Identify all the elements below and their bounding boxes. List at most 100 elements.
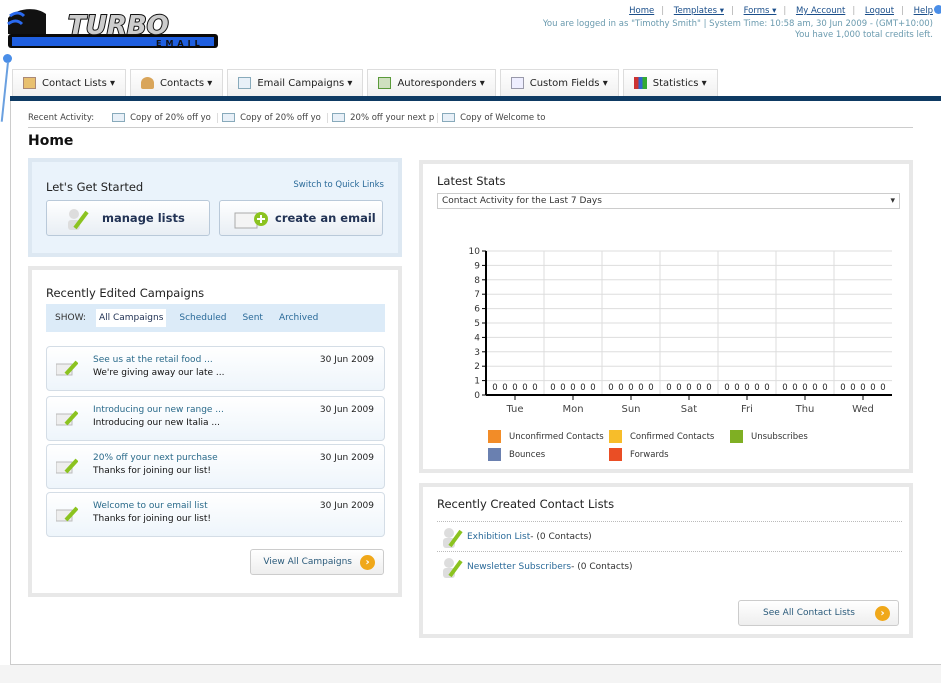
link-home[interactable]: Home xyxy=(629,6,655,16)
data-label: 0 xyxy=(532,383,537,393)
data-label: 0 xyxy=(734,383,739,393)
create-email-button[interactable]: create an email xyxy=(219,200,383,236)
campaign-item[interactable]: 20% off your next purchase Thanks for joi… xyxy=(46,444,385,489)
data-label: 0 xyxy=(492,383,497,393)
recent-activity-item[interactable]: Copy of Welcome to xyxy=(438,113,548,123)
tab-autoresponders[interactable]: Autoresponders ▾ xyxy=(367,69,496,96)
campaign-date: 30 Jun 2009 xyxy=(319,405,374,415)
data-label: 0 xyxy=(792,383,797,393)
main-nav: Contact Lists ▾ Contacts ▾ Email Campaig… xyxy=(12,69,718,96)
tab-label: Custom Fields ▾ xyxy=(529,77,608,89)
recent-activity-item[interactable]: 20% off your next p xyxy=(328,112,439,123)
data-label: 0 xyxy=(570,383,575,393)
data-label: 0 xyxy=(860,383,865,393)
recent-activity-item[interactable]: Copy of 20% off yo xyxy=(108,112,219,123)
campaign-date: 30 Jun 2009 xyxy=(319,453,374,463)
envelope-pencil-icon xyxy=(56,410,78,426)
campaign-date: 30 Jun 2009 xyxy=(319,501,374,511)
decorative-dot xyxy=(3,54,12,63)
data-label: 0 xyxy=(724,383,729,393)
y-tick-label: 5 xyxy=(474,319,480,329)
link-help[interactable]: Help xyxy=(913,6,933,16)
dropdown-arrow-icon: ▾ xyxy=(890,196,895,206)
envelope-pencil-icon xyxy=(56,458,78,474)
envelope-icon xyxy=(222,113,236,122)
y-tick-label: 0 xyxy=(474,391,480,401)
y-tick-label: 7 xyxy=(474,290,480,300)
data-label: 0 xyxy=(696,383,701,393)
x-tick-label: Mon xyxy=(562,404,583,415)
button-label: manage lists xyxy=(102,211,185,225)
filter-all-campaigns[interactable]: All Campaigns xyxy=(95,309,167,327)
data-label: 0 xyxy=(754,383,759,393)
campaign-title: Welcome to our email list xyxy=(93,501,208,511)
legend-item: Unsubscribes xyxy=(730,430,808,443)
data-label: 0 xyxy=(618,383,623,393)
legend-item: Forwards xyxy=(609,448,669,461)
contact-list-link[interactable]: Exhibition List xyxy=(467,531,531,542)
campaign-filter-bar: SHOW: All Campaigns Scheduled Sent Archi… xyxy=(46,304,385,332)
item-label: 20% off your next p xyxy=(350,112,435,123)
tab-email-campaigns[interactable]: Email Campaigns ▾ xyxy=(227,69,364,96)
item-label: Copy of 20% off yo xyxy=(240,112,321,123)
campaign-title: Introducing our new range ... xyxy=(93,405,224,415)
credits-info: You have 1,000 total credits left. xyxy=(795,30,933,40)
tab-contact-lists[interactable]: Contact Lists ▾ xyxy=(12,69,126,96)
campaign-item[interactable]: Introducing our new range ... Introducing… xyxy=(46,396,385,441)
show-label: SHOW: xyxy=(55,313,86,323)
x-tick-label: Thu xyxy=(795,404,815,415)
recent-contact-lists-panel: Recently Created Contact Lists Exhibitio… xyxy=(419,483,913,638)
data-label: 0 xyxy=(608,383,613,393)
see-all-contact-lists-button[interactable]: See All Contact Lists › xyxy=(738,600,899,626)
link-logout[interactable]: Logout xyxy=(864,6,895,16)
envelope-icon xyxy=(332,113,346,122)
x-tick-label: Fri xyxy=(741,404,753,415)
campaign-title: 20% off your next purchase xyxy=(93,453,218,463)
switch-quick-links-link[interactable]: Switch to Quick Links xyxy=(293,180,384,190)
x-tick-label: Wed xyxy=(852,404,874,415)
user-info: You are logged in as "Timothy Smith" | S… xyxy=(542,19,933,29)
campaign-item[interactable]: Welcome to our email list Thanks for join… xyxy=(46,492,385,537)
campaign-subject: We're giving away our late ... xyxy=(93,368,225,378)
link-my-account[interactable]: My Account xyxy=(795,6,846,16)
get-started-title: Let's Get Started xyxy=(46,180,144,194)
legend-swatch xyxy=(488,448,501,461)
link-forms[interactable]: Forms ▾ xyxy=(743,6,777,16)
view-all-campaigns-button[interactable]: View All Campaigns › xyxy=(250,549,384,575)
page-title: Home xyxy=(28,133,74,149)
campaign-date: 30 Jun 2009 xyxy=(319,355,374,365)
contact-lists-title: Recently Created Contact Lists xyxy=(437,497,615,511)
campaign-subject: Thanks for joining our list! xyxy=(93,466,212,476)
campaign-item[interactable]: See us at the retail food ... We're givin… xyxy=(46,346,385,391)
envelope-pencil-icon xyxy=(56,506,78,522)
legend-swatch xyxy=(609,430,622,443)
recent-activity-item[interactable]: Copy of 20% off yo xyxy=(218,112,329,123)
button-label: create an email xyxy=(275,211,376,225)
footer-area xyxy=(0,665,941,683)
legend-item: Unconfirmed Contacts xyxy=(488,430,604,443)
data-label: 0 xyxy=(870,383,875,393)
data-label: 0 xyxy=(560,383,565,393)
legend-swatch xyxy=(609,448,622,461)
person-pencil-icon xyxy=(443,558,463,578)
x-tick-label: Sun xyxy=(621,404,640,415)
turbo-email-logo: TURBO EMAIL xyxy=(7,9,218,48)
tab-custom-fields[interactable]: Custom Fields ▾ xyxy=(499,69,619,96)
x-tick-label: Sat xyxy=(681,404,697,415)
tab-statistics[interactable]: Statistics ▾ xyxy=(622,69,718,96)
y-tick-label: 3 xyxy=(474,348,480,358)
y-tick-label: 9 xyxy=(474,261,480,271)
contact-list-item: Newsletter Subscribers - (0 Contacts) xyxy=(437,551,902,581)
stats-period-select[interactable]: Contact Activity for the Last 7 Days ▾ xyxy=(437,193,900,209)
data-label: 0 xyxy=(628,383,633,393)
manage-lists-button[interactable]: manage lists xyxy=(46,200,210,236)
filter-archived[interactable]: Archived xyxy=(278,313,319,323)
button-label: View All Campaigns xyxy=(263,557,352,567)
tab-contacts[interactable]: Contacts ▾ xyxy=(129,69,224,96)
data-label: 0 xyxy=(666,383,671,393)
filter-sent[interactable]: Sent xyxy=(242,313,263,323)
filter-scheduled[interactable]: Scheduled xyxy=(179,313,227,323)
link-templates[interactable]: Templates ▾ xyxy=(673,6,724,16)
contact-list-link[interactable]: Newsletter Subscribers xyxy=(467,561,572,572)
contact-lists-icon xyxy=(23,77,36,89)
